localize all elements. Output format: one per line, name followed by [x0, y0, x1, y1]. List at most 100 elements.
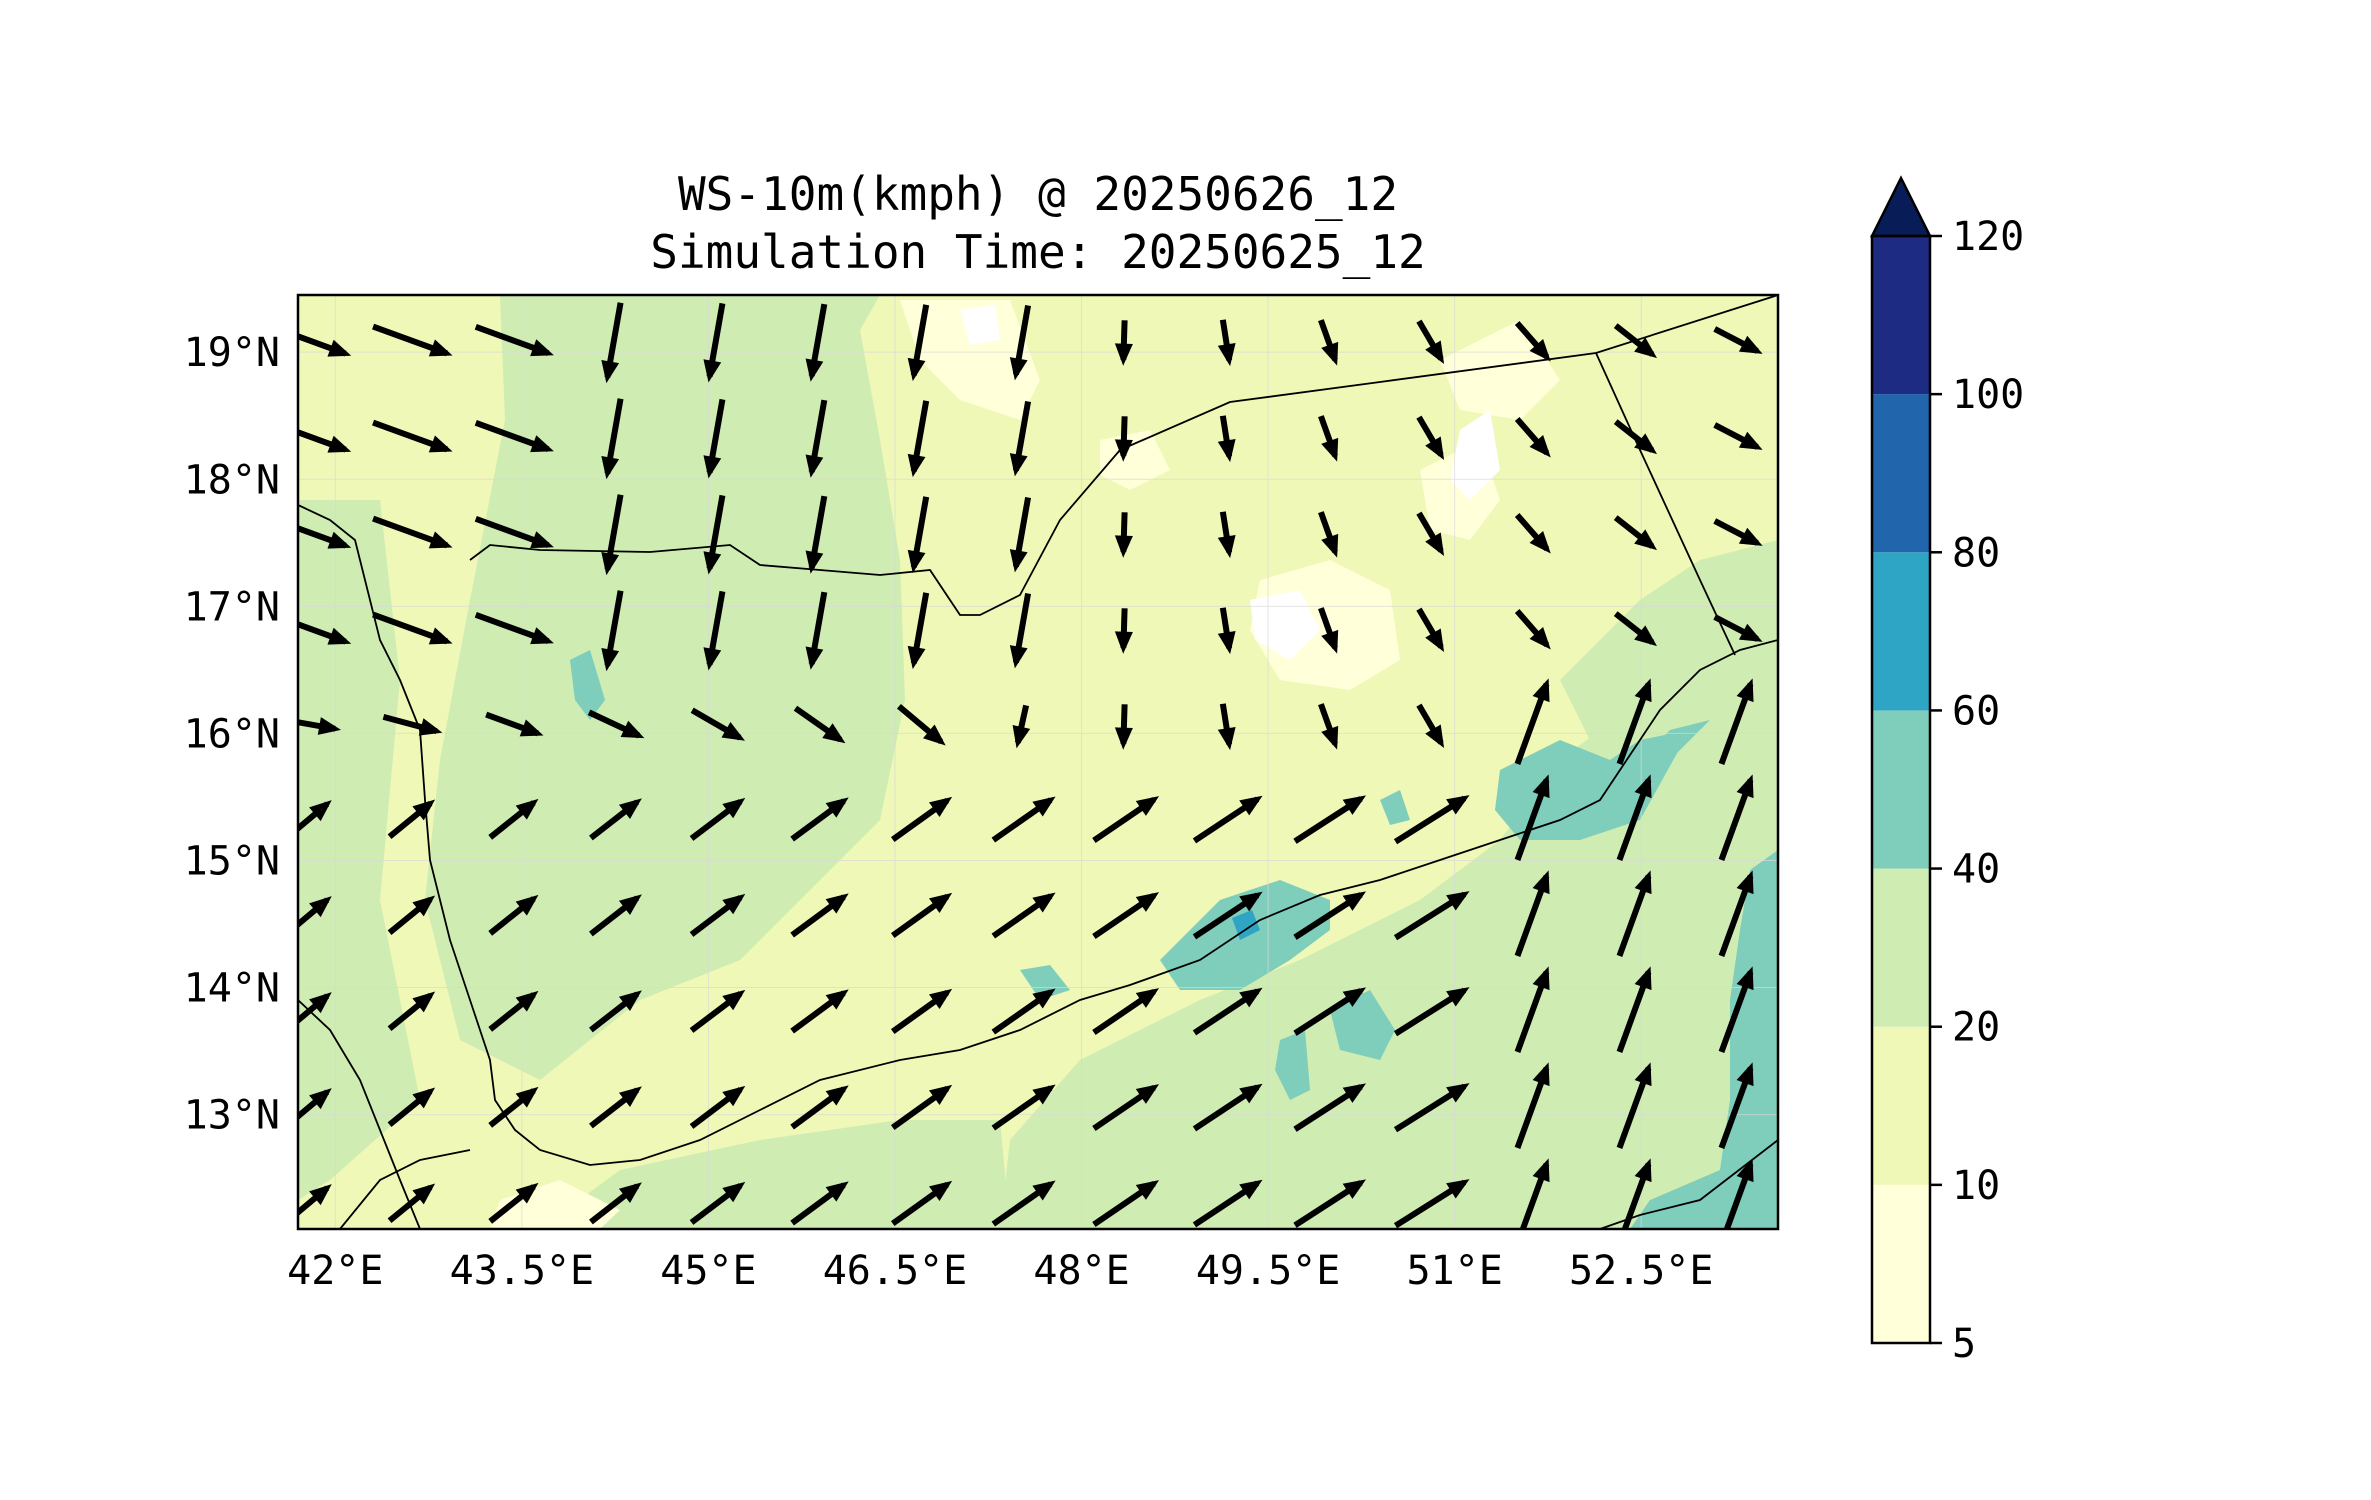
wind-arrow — [689, 1085, 746, 1129]
wind-arrow — [890, 796, 953, 843]
figure-title-line-2: Simulation Time: 20250625_12 — [650, 225, 1425, 279]
wind-arrow — [1114, 608, 1133, 654]
colorbar-band — [1872, 1026, 1930, 1185]
wind-arrow — [1613, 323, 1658, 359]
wind-arrow — [703, 398, 726, 479]
wind-arrow — [1718, 774, 1754, 861]
wind-arrow — [1718, 870, 1754, 957]
wind-arrow — [1393, 795, 1470, 845]
wind-arrow — [1416, 415, 1445, 461]
y-tick-label: 16°N — [184, 711, 280, 757]
map-panel — [298, 295, 1778, 1229]
x-tick-label: 49.5°E — [1196, 1248, 1341, 1294]
wind-arrow — [1514, 774, 1550, 861]
wind-arrow — [298, 1184, 332, 1217]
wind-arrow — [1293, 1179, 1367, 1228]
wind-arrow — [589, 1086, 642, 1129]
colorbar-extend-max — [1869, 175, 1933, 238]
wind-arrow — [907, 304, 930, 382]
wind-arrow — [372, 419, 453, 453]
wind-arrow — [890, 1180, 953, 1227]
wind-arrow — [1613, 419, 1658, 455]
wind-arrow — [488, 894, 539, 936]
wind-arrow — [589, 1182, 642, 1225]
wind-arrow — [689, 893, 746, 937]
wind-arrow — [890, 892, 953, 939]
wind-arrow — [805, 399, 828, 478]
wind-arrow — [805, 303, 828, 382]
wind-arrow — [1217, 703, 1236, 751]
colorbar-band — [1872, 236, 1930, 395]
colorbar-tick-label: 40 — [1952, 847, 2000, 893]
wind-arrow — [1616, 870, 1652, 957]
colorbar-tick-label: 10 — [1952, 1163, 2000, 1209]
wind-arrow — [1293, 891, 1367, 940]
y-tick-label: 18°N — [184, 457, 280, 503]
wind-arrow — [1293, 1083, 1367, 1132]
colorbar-band — [1872, 394, 1930, 553]
wind-arrow — [1009, 497, 1032, 573]
wind-arrow — [805, 591, 828, 670]
wind-arrow — [1514, 321, 1551, 362]
wind-arrow — [488, 1182, 539, 1224]
y-tick-label: 13°N — [184, 1093, 280, 1139]
wind-arrow — [1621, 1158, 1652, 1229]
wind-arrow — [1192, 891, 1263, 940]
wind-arrow — [589, 990, 642, 1033]
wind-arrow — [298, 525, 352, 549]
arabian-coastline — [298, 504, 1778, 1166]
wind-arrow — [1318, 607, 1339, 654]
wind-arrow — [1613, 515, 1658, 551]
wind-arrow — [1012, 704, 1031, 749]
wind-arrow — [1519, 1158, 1550, 1229]
wind-arrow — [1416, 703, 1445, 749]
wind-arrow — [298, 992, 332, 1025]
y-tick-label: 17°N — [184, 584, 280, 630]
wind-arrow — [907, 496, 930, 574]
wind-arrow — [1092, 1180, 1160, 1227]
wind-arrow — [589, 894, 642, 937]
contour-below-5 — [960, 305, 1500, 660]
wind-arrow — [474, 419, 554, 453]
wind-arrow — [790, 1181, 849, 1226]
wind-arrow — [485, 711, 544, 737]
wind-arrow — [601, 494, 624, 576]
wind-arrow — [1217, 319, 1236, 367]
wind-arrow — [1217, 415, 1236, 463]
wind-arrow — [298, 333, 352, 357]
colorbar-frame — [1870, 234, 1932, 1345]
colorbar-tick-label: 100 — [1952, 372, 2024, 418]
wind-arrow — [474, 611, 554, 645]
wind-arrow — [1616, 1062, 1652, 1149]
wind-arrow — [372, 611, 453, 645]
wind-arrow — [689, 797, 746, 841]
colorbar-tick-label: 80 — [1952, 530, 2000, 576]
wind-arrow — [1514, 609, 1551, 650]
wind-arrow — [1514, 966, 1550, 1053]
wind-arrow — [372, 515, 453, 549]
wind-arrow — [298, 429, 352, 453]
colorbar-band — [1872, 710, 1930, 869]
wind-arrow — [382, 713, 443, 736]
x-tick-label: 43.5°E — [450, 1248, 595, 1294]
wind-arrow — [890, 988, 953, 1035]
wind-arrow — [1514, 870, 1550, 957]
wind-arrow — [1514, 678, 1550, 765]
colorbar-band — [1872, 552, 1930, 711]
wind-arrow — [387, 1087, 436, 1128]
wind-arrow — [387, 895, 436, 936]
wind-arrow — [703, 302, 726, 383]
wind-arrow — [1616, 774, 1652, 861]
colorbar: 5 10 20 40 60 80 100 120 — [1869, 175, 2024, 1367]
wind-arrow — [1293, 987, 1367, 1036]
x-tick-label: 48°E — [1033, 1248, 1129, 1294]
colorbar-band — [1872, 868, 1930, 1027]
map-frame — [296, 293, 1780, 1231]
wind-arrow — [1718, 1062, 1754, 1149]
y-axis-tick-labels: 19°N 18°N 17°N 16°N 15°N 14°N 13°N — [184, 330, 280, 1138]
colorbar-band — [1872, 1184, 1930, 1343]
wind-arrow — [1416, 319, 1445, 365]
wind-arrow — [793, 705, 846, 744]
wind-arrow — [703, 494, 726, 575]
